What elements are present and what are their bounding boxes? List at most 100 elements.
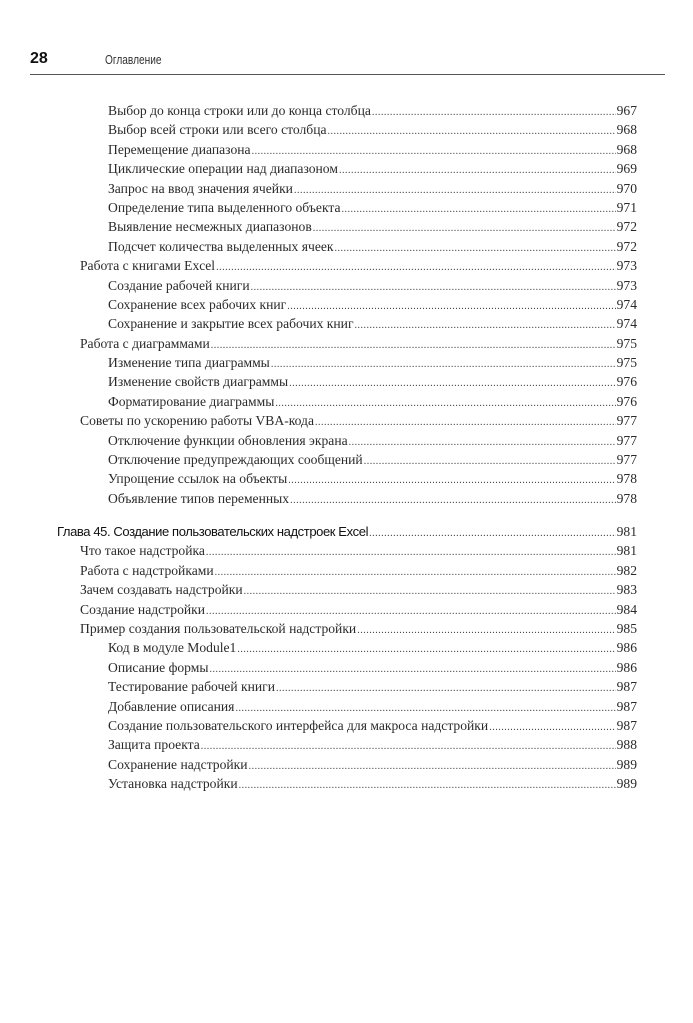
entry-title: Пример создания пользовательской надстро… [80, 620, 357, 636]
toc-entry[interactable]: Выбор до конца строки или до конца столб… [0, 101, 637, 120]
dot-leader [339, 159, 616, 180]
toc-entry[interactable]: Установка надстройки 989 [0, 774, 637, 793]
toc-entry[interactable]: Упрощение ссылок на объекты 978 [0, 469, 637, 488]
toc-block-2: Что такое надстройка 981 Работа с надстрой… [0, 541, 693, 793]
entry-page: 974 [616, 296, 637, 312]
page-number: 28 [30, 50, 48, 67]
dot-leader [294, 179, 616, 200]
toc-entry[interactable]: Тестирование рабочей книги 987 [0, 677, 637, 696]
entry-page: 969 [616, 161, 637, 177]
toc-entry[interactable]: Отключение предупреждающих сообщений 977 [0, 450, 637, 469]
toc-entry[interactable]: Изменение свойств диаграммы 976 [0, 372, 637, 391]
entry-title: Сохранение и закрытие всех рабочих книг [108, 316, 354, 332]
entry-title: Объявление типов переменных [108, 490, 290, 506]
toc-entry[interactable]: Перемещение диапазона 968 [0, 140, 637, 159]
toc-entry[interactable]: Подсчет количества выделенных ячеек 972 [0, 237, 637, 256]
toc-entry[interactable]: Отключение функции обновления экрана 977 [0, 431, 637, 450]
dot-leader [206, 600, 616, 621]
toc-entry[interactable]: Создание рабочей книги 973 [0, 276, 637, 295]
entry-title: Советы по ускорению работы VBA-кода [80, 413, 314, 429]
entry-title: Добавление описания [108, 698, 235, 714]
dot-leader [290, 489, 616, 510]
toc-chapter-entry[interactable]: Глава 45. Создание пользовательских надс… [0, 522, 637, 541]
entry-title: Сохранение надстройки [108, 756, 248, 772]
dot-leader [211, 334, 616, 355]
entry-page: 976 [616, 393, 637, 409]
entry-title: Код в модуле Module1 [108, 640, 237, 656]
entry-page: 987 [616, 717, 637, 733]
entry-page: 977 [616, 452, 637, 468]
entry-title: Что такое надстройка [80, 543, 205, 559]
toc-entry[interactable]: Работа с книгами Excel 973 [0, 256, 637, 275]
toc-entry[interactable]: Запрос на ввод значения ячейки 970 [0, 179, 637, 198]
toc-entry[interactable]: Выявление несмежных диапазонов 972 [0, 217, 637, 236]
entry-title: Создание надстройки [80, 601, 206, 617]
toc-entry[interactable]: Объявление типов переменных 978 [0, 489, 637, 508]
entry-title: Глава 45. Создание пользовательских надс… [57, 524, 369, 540]
toc-block-1: Выбор до конца строки или до конца столб… [0, 101, 693, 508]
entry-page: 981 [616, 543, 637, 559]
running-header: 28 Оглавление [30, 50, 665, 75]
toc-entry[interactable]: Защита проекта 988 [0, 735, 637, 754]
dot-leader [289, 372, 615, 393]
toc-entry[interactable]: Изменение типа диаграммы 975 [0, 353, 637, 372]
entry-title: Создание рабочей книги [108, 277, 250, 293]
entry-page: 988 [616, 737, 637, 753]
dot-leader [210, 658, 616, 679]
entry-title: Работа с диаграммами [80, 335, 210, 351]
toc-entry[interactable]: Пример создания пользовательской надстро… [0, 619, 637, 638]
entry-page: 983 [616, 582, 637, 598]
dot-leader [287, 295, 615, 316]
entry-page: 972 [616, 219, 637, 235]
dot-leader [276, 677, 616, 698]
entry-page: 986 [616, 659, 637, 675]
entry-title: Создание пользовательского интерфейса дл… [108, 717, 489, 733]
dot-leader [206, 541, 616, 562]
toc-entry[interactable]: Что такое надстройка 981 [0, 541, 637, 560]
entry-title: Отключение предупреждающих сообщений [108, 452, 363, 468]
toc-entry[interactable]: Описание формы 986 [0, 658, 637, 677]
dot-leader [349, 431, 616, 452]
entry-title: Изменение свойств диаграммы [108, 374, 289, 390]
entry-page: 968 [616, 141, 637, 157]
toc-entry[interactable]: Циклические операции над диапазоном 969 [0, 159, 637, 178]
toc-entry[interactable]: Добавление описания 987 [0, 697, 637, 716]
dot-leader [239, 774, 616, 795]
entry-page: 975 [616, 335, 637, 351]
dot-leader [215, 561, 616, 582]
dot-leader [251, 276, 616, 297]
toc-entry[interactable]: Форматирование диаграммы 976 [0, 392, 637, 411]
entry-title: Тестирование рабочей книги [108, 679, 275, 695]
entry-title: Выбор до конца строки или до конца столб… [108, 103, 371, 118]
entry-page: 973 [616, 277, 637, 293]
dot-leader [342, 198, 616, 219]
entry-title: Выявление несмежных диапазонов [108, 219, 312, 235]
toc-entry[interactable]: Создание пользовательского интерфейса дл… [0, 716, 637, 735]
toc-entry[interactable]: Сохранение и закрытие всех рабочих книг 9… [0, 314, 637, 333]
dot-leader [357, 619, 615, 640]
toc-entry[interactable]: Код в модуле Module1 986 [0, 638, 637, 657]
entry-title: Форматирование диаграммы [108, 393, 275, 409]
toc-entry[interactable]: Работа с диаграммами 975 [0, 334, 637, 353]
entry-title: Зачем создавать надстройки [80, 582, 243, 598]
toc-entry[interactable]: Работа с надстройками 982 [0, 561, 637, 580]
toc-entry[interactable]: Сохранение надстройки 989 [0, 755, 637, 774]
entry-page: 985 [616, 620, 637, 636]
entry-page: 968 [616, 122, 637, 138]
entry-page: 989 [616, 776, 637, 792]
toc-entry[interactable]: Выбор всей строки или всего столбца 968 [0, 120, 637, 139]
entry-page: 970 [616, 180, 637, 196]
entry-title: Запрос на ввод значения ячейки [108, 180, 293, 196]
toc-entry[interactable]: Зачем создавать надстройки 983 [0, 580, 637, 599]
toc-entry[interactable]: Советы по ускорению работы VBA-кода 977 [0, 411, 637, 430]
toc-entry[interactable]: Определение типа выделенного объекта 971 [0, 198, 637, 217]
toc-entry[interactable]: Создание надстройки 984 [0, 600, 637, 619]
entry-title: Подсчет количества выделенных ячеек [108, 238, 334, 254]
entry-title: Циклические операции над диапазоном [108, 161, 338, 177]
toc-entry[interactable]: Сохранение всех рабочих книг 974 [0, 295, 637, 314]
entry-page: 974 [616, 316, 637, 332]
dot-leader [252, 140, 616, 161]
entry-title: Упрощение ссылок на объекты [108, 471, 288, 487]
entry-title: Выбор всей строки или всего столбца [108, 122, 327, 138]
dot-leader [364, 450, 616, 471]
